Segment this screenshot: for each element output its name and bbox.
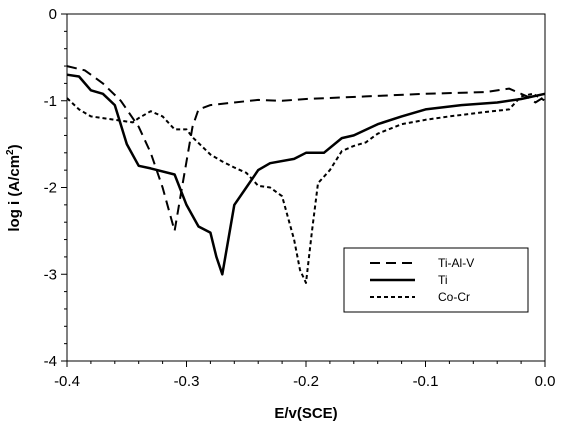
series-line-0: [66, 65, 546, 232]
x-tick-label: -0.1: [413, 373, 439, 390]
x-tick-label: -0.4: [54, 373, 80, 390]
y-tick-label: -4: [44, 353, 57, 370]
x-tick-label: -0.3: [174, 373, 200, 390]
x-tick-label: 0.0: [535, 373, 556, 390]
legend-label-2: Co-Cr: [438, 290, 470, 304]
x-axis-label: E/v(SCE): [274, 405, 337, 422]
y-tick-label: -3: [44, 266, 57, 283]
series-layer: [66, 65, 546, 284]
y-axis: 0 -1 -2 -3 -4: [44, 6, 67, 370]
y-tick-label: -2: [44, 180, 57, 197]
x-tick-label: -0.2: [293, 373, 319, 390]
series-line-2: [66, 92, 546, 284]
y-axis-label: log i (A/cm2): [5, 144, 23, 231]
x-axis: -0.4 -0.3 -0.2 -0.1 0.0: [54, 361, 555, 390]
y-tick-label: 0: [49, 6, 57, 23]
y-tick-label: -1: [44, 93, 57, 110]
series-line-1: [66, 73, 546, 276]
y-axis-label-prefix: log i (A/cm: [6, 155, 23, 232]
y-axis-label-exponent: 2: [5, 149, 16, 155]
legend: Ti-Al-V Ti Co-Cr: [343, 247, 529, 313]
legend-label-0: Ti-Al-V: [438, 256, 474, 270]
y-axis-label-suffix: ): [6, 144, 23, 149]
legend-label-1: Ti: [438, 273, 448, 287]
